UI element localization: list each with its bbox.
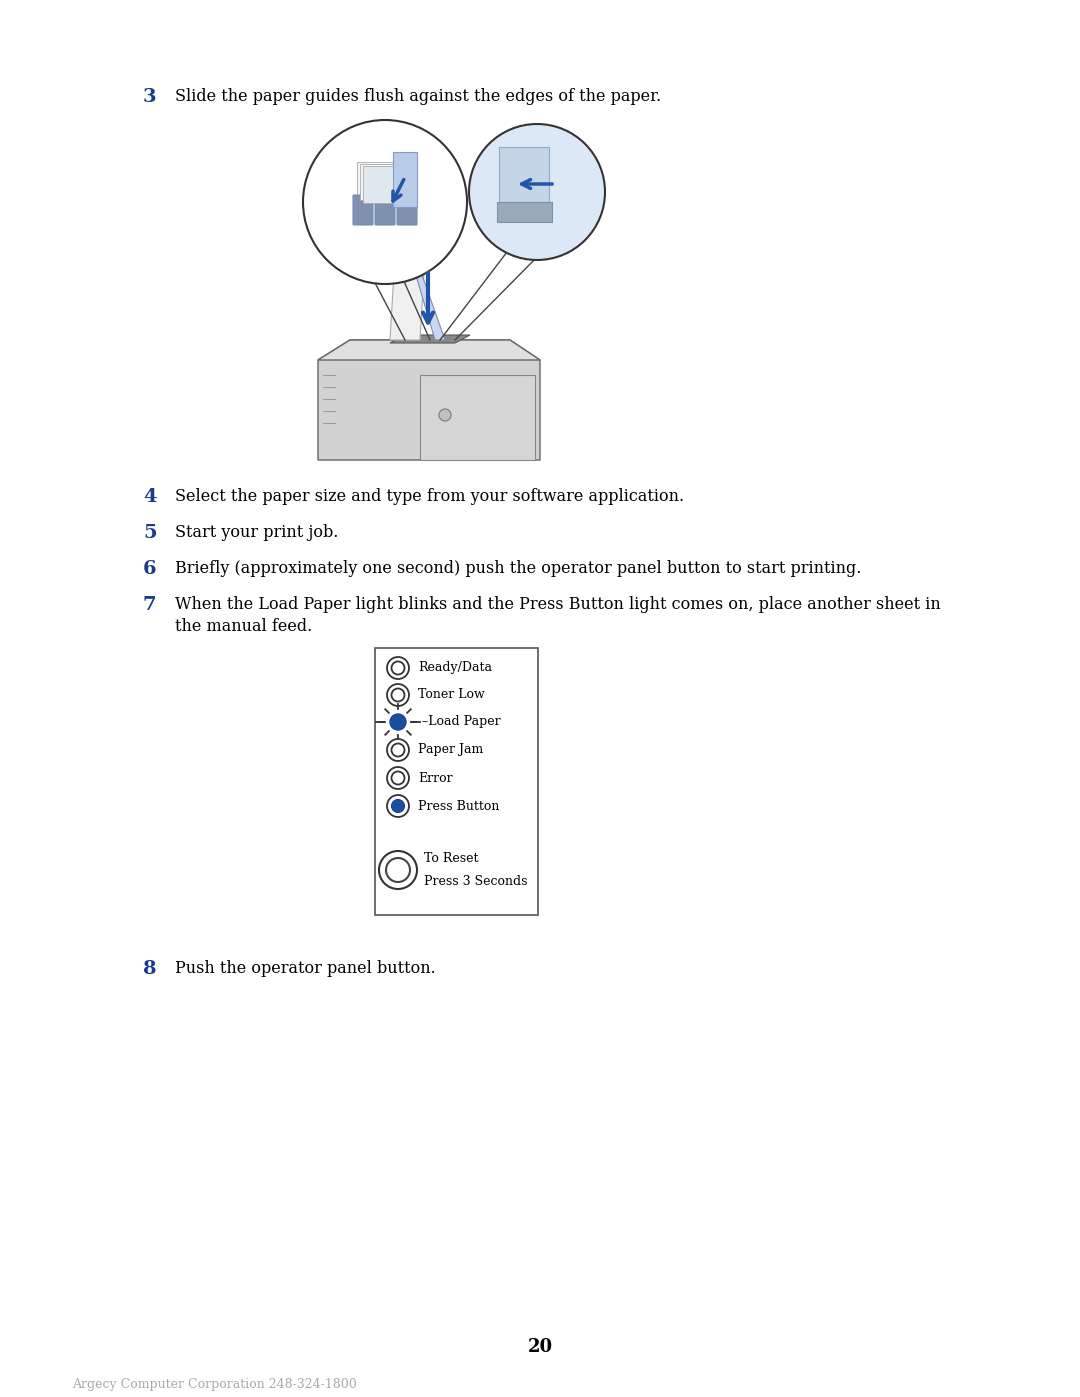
Text: Ready/Data: Ready/Data	[418, 662, 492, 675]
Circle shape	[379, 851, 417, 888]
Circle shape	[387, 657, 409, 679]
Text: 7: 7	[143, 597, 157, 615]
Circle shape	[391, 799, 405, 813]
Text: the manual feed.: the manual feed.	[175, 617, 312, 636]
Text: When the Load Paper light blinks and the Press Button light comes on, place anot: When the Load Paper light blinks and the…	[175, 597, 941, 613]
Circle shape	[387, 685, 409, 705]
Text: Select the paper size and type from your software application.: Select the paper size and type from your…	[175, 488, 684, 504]
Polygon shape	[357, 162, 397, 197]
Text: 3: 3	[143, 88, 157, 106]
Text: 8: 8	[143, 960, 157, 978]
Circle shape	[391, 743, 405, 757]
Polygon shape	[410, 256, 445, 339]
FancyBboxPatch shape	[375, 196, 395, 225]
Circle shape	[387, 795, 409, 817]
Text: Error: Error	[418, 771, 453, 785]
Text: –Load Paper: –Load Paper	[422, 715, 501, 728]
Text: Press 3 Seconds: Press 3 Seconds	[424, 875, 527, 888]
Text: 4: 4	[143, 488, 157, 506]
Bar	[499, 147, 549, 203]
Circle shape	[386, 858, 410, 882]
Polygon shape	[393, 152, 417, 207]
Polygon shape	[390, 335, 470, 344]
Text: Slide the paper guides flush against the edges of the paper.: Slide the paper guides flush against the…	[175, 88, 661, 105]
Circle shape	[387, 767, 409, 789]
Polygon shape	[363, 166, 403, 203]
Bar	[420, 374, 535, 460]
Text: 20: 20	[527, 1338, 553, 1356]
Text: 5: 5	[143, 524, 157, 542]
Circle shape	[391, 689, 405, 701]
Text: Press Button: Press Button	[418, 799, 499, 813]
Circle shape	[391, 662, 405, 675]
Circle shape	[391, 771, 405, 785]
Circle shape	[469, 124, 605, 260]
Circle shape	[438, 409, 451, 420]
Text: 6: 6	[143, 560, 157, 578]
Polygon shape	[390, 256, 426, 339]
Polygon shape	[318, 339, 540, 460]
Circle shape	[303, 120, 467, 284]
Text: Briefly (approximately one second) push the operator panel button to start print: Briefly (approximately one second) push …	[175, 560, 862, 577]
Bar	[497, 203, 552, 222]
Circle shape	[387, 739, 409, 761]
Circle shape	[390, 714, 406, 731]
Bar	[375, 648, 538, 915]
Text: Paper Jam: Paper Jam	[418, 743, 483, 757]
Text: To Reset: To Reset	[424, 852, 478, 865]
Polygon shape	[318, 339, 540, 360]
Text: Start your print job.: Start your print job.	[175, 524, 338, 541]
FancyBboxPatch shape	[353, 196, 373, 225]
FancyBboxPatch shape	[397, 196, 417, 225]
Text: Push the operator panel button.: Push the operator panel button.	[175, 960, 435, 977]
Text: Toner Low: Toner Low	[418, 689, 485, 701]
Polygon shape	[360, 163, 400, 200]
Text: Argecy Computer Corporation 248-324-1800: Argecy Computer Corporation 248-324-1800	[72, 1377, 356, 1391]
